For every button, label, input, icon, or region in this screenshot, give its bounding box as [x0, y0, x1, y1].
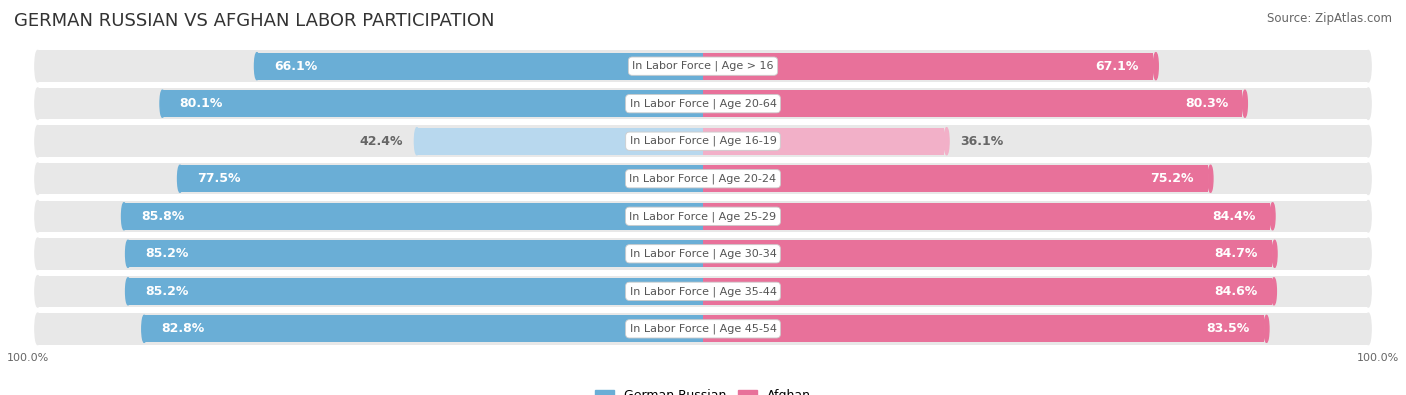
Circle shape [125, 240, 131, 267]
Text: 42.4%: 42.4% [360, 135, 404, 148]
Circle shape [1272, 240, 1277, 267]
Circle shape [35, 313, 41, 344]
Bar [703, 315, 1264, 342]
Bar [128, 240, 131, 267]
Text: 80.3%: 80.3% [1185, 97, 1227, 110]
Circle shape [177, 165, 183, 192]
Circle shape [1365, 276, 1371, 307]
Text: GERMAN RUSSIAN VS AFGHAN LABOR PARTICIPATION: GERMAN RUSSIAN VS AFGHAN LABOR PARTICIPA… [14, 12, 495, 30]
Bar [703, 53, 1153, 80]
Text: 84.7%: 84.7% [1215, 247, 1258, 260]
Text: In Labor Force | Age 20-24: In Labor Force | Age 20-24 [630, 173, 776, 184]
Bar [703, 278, 706, 305]
Bar [38, 51, 1368, 82]
Text: 85.8%: 85.8% [141, 210, 184, 223]
Bar [38, 163, 1368, 194]
Bar [703, 315, 706, 342]
Circle shape [1271, 278, 1277, 305]
Circle shape [1264, 315, 1270, 342]
Circle shape [1365, 201, 1371, 232]
Bar [416, 128, 419, 155]
Bar [165, 90, 703, 117]
Bar [419, 128, 703, 155]
Text: 84.6%: 84.6% [1213, 285, 1257, 298]
Bar [703, 165, 1208, 192]
Bar [38, 88, 1368, 119]
Circle shape [35, 163, 41, 194]
Bar [124, 203, 127, 230]
Bar [163, 90, 165, 117]
Bar [703, 128, 945, 155]
Circle shape [121, 203, 127, 230]
Bar [703, 53, 706, 80]
Text: In Labor Force | Age 16-19: In Labor Force | Age 16-19 [630, 136, 776, 147]
Text: 75.2%: 75.2% [1150, 172, 1194, 185]
Bar [127, 203, 703, 230]
Bar [180, 165, 183, 192]
Bar [703, 240, 1272, 267]
Text: In Labor Force | Age > 16: In Labor Force | Age > 16 [633, 61, 773, 71]
Circle shape [160, 90, 165, 117]
Circle shape [415, 128, 419, 155]
Bar [703, 90, 706, 117]
Circle shape [1270, 203, 1275, 230]
Text: 67.1%: 67.1% [1095, 60, 1139, 73]
Circle shape [1365, 88, 1371, 119]
Circle shape [142, 315, 146, 342]
Circle shape [1243, 90, 1247, 117]
Text: In Labor Force | Age 30-34: In Labor Force | Age 30-34 [630, 248, 776, 259]
Circle shape [125, 278, 131, 305]
Text: Source: ZipAtlas.com: Source: ZipAtlas.com [1267, 12, 1392, 25]
Circle shape [1208, 165, 1213, 192]
Circle shape [1365, 238, 1371, 269]
Bar [703, 90, 1243, 117]
Legend: German Russian, Afghan: German Russian, Afghan [589, 384, 817, 395]
Text: 82.8%: 82.8% [162, 322, 204, 335]
Bar [703, 203, 706, 230]
Circle shape [1153, 53, 1159, 80]
Bar [703, 240, 706, 267]
Bar [131, 240, 703, 267]
Bar [703, 203, 1270, 230]
Text: In Labor Force | Age 20-64: In Labor Force | Age 20-64 [630, 98, 776, 109]
Bar [146, 315, 703, 342]
Circle shape [35, 88, 41, 119]
Circle shape [945, 128, 949, 155]
Bar [38, 201, 1368, 232]
Circle shape [35, 276, 41, 307]
Bar [128, 278, 131, 305]
Bar [145, 315, 146, 342]
Text: 80.1%: 80.1% [180, 97, 222, 110]
Bar [703, 278, 1271, 305]
Bar [38, 276, 1368, 307]
Text: 85.2%: 85.2% [145, 285, 188, 298]
Text: 83.5%: 83.5% [1206, 322, 1250, 335]
Circle shape [254, 53, 259, 80]
Circle shape [1365, 51, 1371, 82]
Circle shape [1365, 313, 1371, 344]
Bar [131, 278, 703, 305]
Circle shape [1365, 163, 1371, 194]
Text: 36.1%: 36.1% [960, 135, 1004, 148]
Bar [703, 165, 706, 192]
Bar [38, 126, 1368, 157]
Bar [183, 165, 703, 192]
Text: 66.1%: 66.1% [274, 60, 316, 73]
Circle shape [35, 238, 41, 269]
Text: 85.2%: 85.2% [145, 247, 188, 260]
Text: In Labor Force | Age 45-54: In Labor Force | Age 45-54 [630, 324, 776, 334]
Bar [257, 53, 259, 80]
Circle shape [35, 51, 41, 82]
Text: 84.4%: 84.4% [1212, 210, 1256, 223]
Circle shape [1365, 126, 1371, 157]
Circle shape [35, 126, 41, 157]
Bar [703, 128, 706, 155]
Text: In Labor Force | Age 25-29: In Labor Force | Age 25-29 [630, 211, 776, 222]
Bar [38, 313, 1368, 344]
Text: 77.5%: 77.5% [197, 172, 240, 185]
Bar [38, 238, 1368, 269]
Bar [259, 53, 703, 80]
Circle shape [35, 201, 41, 232]
Text: In Labor Force | Age 35-44: In Labor Force | Age 35-44 [630, 286, 776, 297]
